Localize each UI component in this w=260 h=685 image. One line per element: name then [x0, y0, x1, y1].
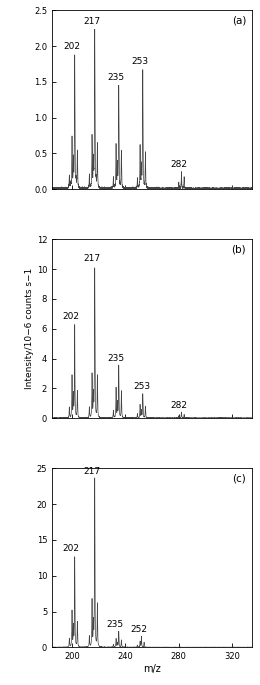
Text: 282: 282: [170, 160, 187, 169]
Text: (b): (b): [232, 245, 246, 255]
Text: (c): (c): [232, 474, 246, 484]
Text: 235: 235: [107, 354, 125, 363]
Text: 202: 202: [62, 312, 79, 321]
Text: 282: 282: [170, 401, 187, 410]
Text: 217: 217: [83, 17, 101, 26]
Text: (a): (a): [232, 16, 246, 25]
Text: 217: 217: [83, 466, 101, 475]
Text: 235: 235: [106, 621, 123, 630]
Text: 253: 253: [133, 382, 150, 391]
Text: 217: 217: [83, 254, 101, 263]
Y-axis label: Intensity/10−6 counts s−1: Intensity/10−6 counts s−1: [25, 268, 34, 390]
Text: 202: 202: [62, 544, 79, 553]
Text: 252: 252: [130, 625, 147, 634]
Text: 202: 202: [63, 42, 81, 51]
X-axis label: m/z: m/z: [143, 664, 161, 674]
Text: 253: 253: [132, 57, 149, 66]
Text: 235: 235: [107, 73, 125, 82]
